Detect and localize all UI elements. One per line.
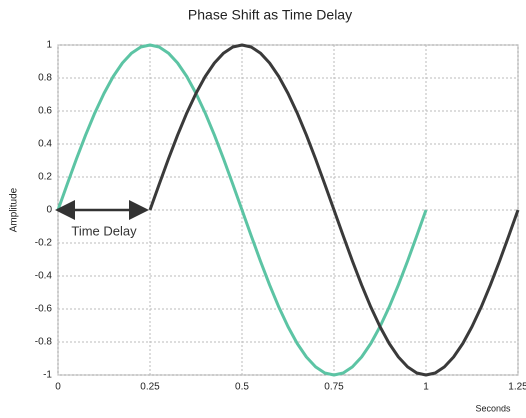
line-series — [56, 43, 428, 377]
y-tick-label: -0.8 — [35, 337, 53, 348]
y-axis-label: Amplitude — [9, 187, 20, 232]
y-tick-label: 0 — [46, 205, 52, 216]
x-tick-label: 1 — [423, 382, 429, 393]
x-tick-label: 1.25 — [508, 382, 526, 393]
x-tick-label: 0.25 — [140, 382, 160, 393]
y-tick-label: 0.2 — [38, 172, 52, 183]
y-tick-label: -1 — [43, 370, 52, 381]
line-series — [148, 43, 520, 377]
x-tick-label: 0.5 — [235, 382, 249, 393]
x-tick-label: 0 — [55, 382, 61, 393]
annotation: Time Delay — [71, 223, 137, 238]
y-tick-label: -0.2 — [35, 238, 53, 249]
x-axis-label: Seconds — [475, 403, 511, 413]
chart-title: Phase Shift as Time Delay — [188, 7, 352, 23]
y-tick-label: 0.6 — [38, 106, 52, 117]
y-tick-label: 1 — [46, 40, 52, 51]
x-tick-label: 0.75 — [324, 382, 344, 393]
y-tick-label: -0.4 — [35, 271, 53, 282]
y-tick-label: -0.6 — [35, 304, 53, 315]
y-tick-label: 0.8 — [38, 73, 52, 84]
y-tick-label: 0.4 — [38, 139, 52, 150]
